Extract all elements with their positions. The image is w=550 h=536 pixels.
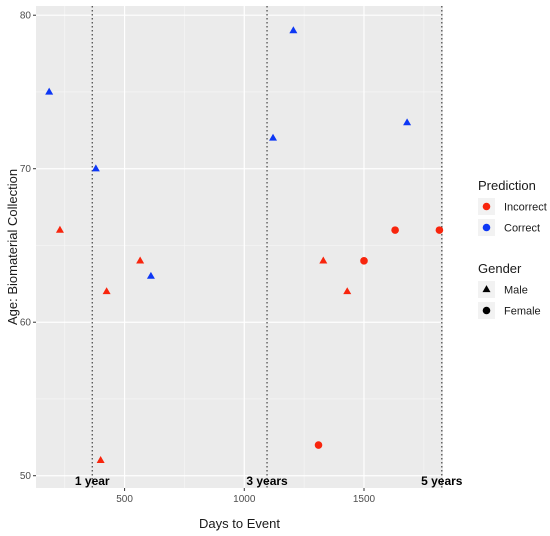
y-tick-label: 70	[20, 164, 32, 175]
y-axis-title: Age: Biomaterial Collection	[5, 169, 20, 325]
grid-minor	[36, 6, 443, 488]
legend-label: Incorrect	[504, 202, 547, 214]
y-tick-label: 60	[20, 318, 32, 329]
y-tick-label: 50	[20, 471, 32, 482]
legend-key-symbol	[482, 223, 491, 232]
data-point-triangle	[55, 225, 64, 233]
reference-line-label: 5 years	[421, 474, 463, 488]
plot-panel	[36, 6, 443, 488]
x-tick-label: 1500	[353, 494, 376, 505]
y-axis-ticks: 50 60 70 80	[20, 11, 36, 482]
data-point-triangle	[343, 287, 352, 295]
legend-title: Gender	[478, 261, 522, 276]
x-axis-ticks: 500 1000 1500	[116, 488, 376, 505]
legend-key-symbol	[482, 285, 491, 293]
reference-line-labels: 1 year 3 years 5 years	[75, 474, 463, 488]
data-point-triangle	[146, 271, 155, 279]
data-point-triangle	[289, 26, 298, 34]
data-point-triangle	[96, 456, 105, 464]
x-tick-label: 1000	[233, 494, 256, 505]
x-tick-label: 500	[116, 494, 133, 505]
reference-line-label: 1 year	[75, 474, 110, 488]
reference-lines	[91, 6, 443, 488]
data-point-triangle	[91, 164, 100, 172]
data-point-triangle	[269, 133, 278, 141]
data-point-circle	[391, 226, 399, 234]
data-points	[45, 26, 444, 464]
data-point-triangle	[45, 87, 54, 95]
data-point-circle	[435, 226, 444, 234]
data-point-triangle	[403, 118, 412, 126]
legend-label: Correct	[504, 223, 540, 235]
legend-key-symbol	[482, 202, 491, 211]
legend-key-symbol	[482, 306, 491, 315]
data-point-triangle	[136, 256, 145, 264]
legend-label: Male	[504, 285, 528, 297]
data-point-circle	[360, 257, 368, 265]
grid-major	[36, 6, 443, 488]
data-point-circle	[314, 441, 323, 449]
legend-title: Prediction	[478, 178, 536, 193]
legend: Prediction Incorrect Correct Gender Male Fema…	[478, 178, 547, 319]
reference-line-label: 3 years	[246, 474, 288, 488]
data-point-triangle	[319, 256, 328, 264]
x-axis-title: Days to Event	[199, 516, 280, 531]
data-point-triangle	[102, 287, 111, 295]
legend-label: Female	[504, 306, 541, 318]
y-tick-label: 80	[20, 11, 32, 22]
